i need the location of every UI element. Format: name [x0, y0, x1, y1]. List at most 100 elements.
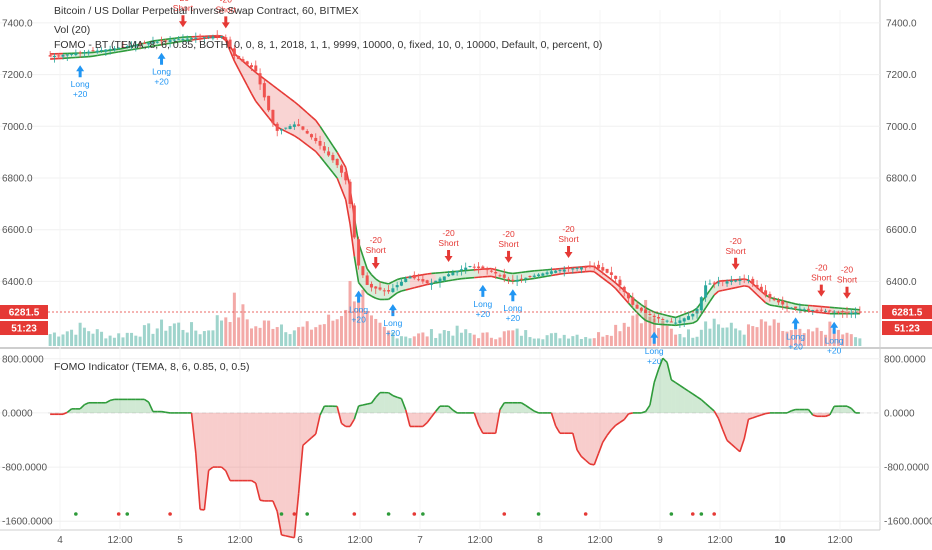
indicator-fill-negative [607, 412, 612, 436]
indicator-line-segment [585, 459, 591, 465]
band-lower-segment [229, 50, 236, 62]
candle-body [232, 48, 236, 56]
volume-bar [746, 324, 750, 346]
signal-dot [669, 512, 674, 516]
candle-body [408, 276, 412, 279]
band-lower-segment [756, 294, 762, 300]
band-upper-segment [366, 268, 373, 276]
band-lower-segment [191, 38, 196, 41]
short-arrow-icon [817, 284, 826, 297]
volume-bar [361, 289, 365, 346]
candle-body [134, 44, 138, 47]
candle-body [181, 38, 185, 40]
volume-bar [438, 333, 442, 346]
candle-body [352, 205, 356, 238]
band-lower-segment [555, 273, 561, 276]
indicator-line-segment [649, 382, 656, 406]
indicator-fill-negative [204, 412, 209, 510]
long-signal-label: Long [503, 303, 522, 313]
candle-body [391, 288, 395, 292]
indicator-tick-left: -1600.0000 [2, 517, 53, 528]
volume-bar [498, 337, 502, 346]
candle-body [224, 37, 228, 39]
band-lower-segment [688, 322, 693, 325]
indicator-line-segment [473, 412, 480, 426]
candle-body [524, 277, 528, 279]
candle-body [417, 279, 421, 281]
band-upper-segment [289, 97, 295, 103]
indicator-line-segment [580, 455, 587, 461]
time-axis[interactable]: 4 12:00 5 12:00 6 12:00 7 12:00 8 12:00 9 12:00 10 12… [57, 535, 853, 546]
candle-body [207, 36, 211, 38]
volume-bar [764, 321, 768, 346]
indicator-fill-positive [679, 385, 685, 413]
candle-body [70, 53, 74, 55]
price-tick-right: 6800.0 [886, 174, 917, 185]
candle-body [742, 278, 746, 280]
candle-body [468, 266, 472, 268]
band-lower-segment [696, 314, 703, 322]
candle-body [584, 266, 588, 268]
volume-bar [207, 330, 211, 346]
volume-legend[interactable]: Vol (20) [54, 24, 90, 36]
candle-body [297, 124, 301, 126]
indicator-line-segment [448, 405, 454, 411]
indicator-line-segment [812, 414, 818, 418]
time-tick: 4 [57, 535, 63, 546]
indicator-fill-negative [589, 412, 595, 465]
price-axis[interactable]: 7400.0 7400.0 7200.0 7200.0 7000.0 7000.0 6800… [2, 18, 917, 287]
band-lower-segment [401, 289, 406, 292]
band-lower-segment [444, 279, 449, 283]
short-signal-amount: -20 [442, 228, 455, 238]
band-lower-segment [675, 323, 681, 327]
candle-body [678, 320, 682, 323]
band-upper-segment [795, 303, 801, 306]
band-upper-segment [362, 255, 368, 270]
volume-bar [314, 327, 318, 346]
candle-body [845, 312, 849, 314]
indicator-fill-positive [71, 408, 76, 413]
volume-bar [78, 322, 82, 346]
indicator-fill-positive [127, 399, 132, 413]
signal-dot [536, 512, 541, 516]
band-lower-segment [255, 100, 261, 108]
candle-body [172, 39, 176, 41]
band-upper-segment [504, 271, 509, 274]
indicator-fill-negative [212, 412, 218, 468]
volume-bar [776, 322, 780, 346]
volume-bar [284, 332, 288, 346]
volume-bar [172, 323, 176, 346]
symbol-title[interactable]: Bitcoin / US Dollar Perpetual Inverse Sw… [54, 5, 359, 17]
volume-bar [584, 337, 588, 346]
volume-bar [451, 335, 455, 346]
band-upper-segment [388, 280, 394, 285]
indicator-fill-negative [208, 412, 213, 471]
volume-bar [65, 331, 69, 346]
band-lower-segment [327, 166, 334, 174]
band-upper-segment [773, 297, 779, 301]
time-tick: 12:00 [587, 535, 612, 546]
candle-body [528, 275, 532, 277]
band-lower-segment [615, 288, 621, 294]
indicator-line-segment [435, 405, 441, 412]
candle-body [644, 309, 648, 313]
candle-body [344, 172, 348, 181]
candle-body [794, 306, 798, 309]
fomo-indicator-legend[interactable]: FOMO Indicator (TEMA, 8, 6, 0.85, 0, 0.5… [54, 361, 250, 373]
fomo-strategy-legend[interactable]: FOMO - BT (TEMA, 8, 6, 0.85, BOTH, 0, 0,… [54, 39, 602, 51]
candle-body [627, 293, 631, 299]
long-signal-label: Long [349, 305, 368, 315]
band-lower-segment [315, 150, 321, 157]
indicator-axis[interactable]: 800.0000 800.0000 0.0000 0.0000 -800.0000 -80… [2, 354, 932, 527]
volume-bar [459, 332, 463, 346]
volume-bar [254, 326, 258, 346]
band-upper-segment [315, 119, 321, 127]
candle-body [48, 55, 52, 57]
band-upper-segment [675, 315, 681, 319]
indicator-fill-negative [572, 412, 578, 450]
band-lower-segment [752, 290, 758, 296]
volume-bar [82, 327, 86, 346]
indicator-fill-positive [697, 396, 702, 413]
indicator-line-segment [619, 418, 625, 424]
